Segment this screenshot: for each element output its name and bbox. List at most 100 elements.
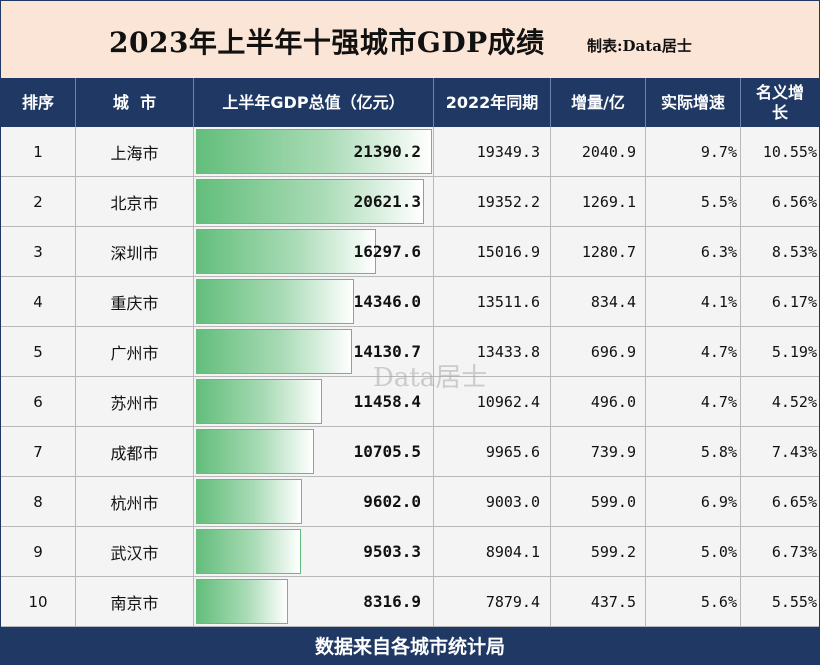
city-cell-text: 重庆市 — [110, 293, 159, 313]
increase-cell-text: 437.5 — [590, 592, 636, 611]
real-growth-cell: 9.7% — [646, 127, 741, 176]
gdp-cell-text: 16297.6 — [353, 242, 421, 261]
rank-cell: 4 — [1, 277, 76, 326]
prev-year-cell: 19349.3 — [434, 127, 551, 176]
nominal-growth-cell-text: 10.55% — [762, 142, 817, 161]
rank-cell: 1 — [1, 127, 76, 176]
gdp-data-bar — [196, 529, 301, 574]
table-row: 10 南京市 8316.9 7879.4 437.5 5.6% 5.55% — [1, 577, 819, 627]
prev-year-cell-text: 15016.9 — [476, 242, 540, 261]
gdp-cell: 14346.0 — [194, 277, 434, 326]
rank-cell: 2 — [1, 177, 76, 226]
gdp-cell: 11458.4 — [194, 377, 434, 426]
city-cell-text: 上海市 — [110, 143, 159, 163]
header-rank: 排序 — [1, 78, 76, 127]
header-real-growth: 实际增速 — [646, 78, 741, 127]
real-growth-cell-text: 9.7% — [700, 142, 737, 161]
rank-cell-text: 1 — [33, 142, 43, 161]
gdp-cell: 9602.0 — [194, 477, 434, 526]
city-cell: 上海市 — [76, 127, 194, 176]
increase-cell-text: 2040.9 — [581, 142, 636, 161]
nominal-growth-cell-text: 6.73% — [771, 542, 817, 561]
table-row: 3 深圳市 16297.6 15016.9 1280.7 6.3% 8.53% — [1, 227, 819, 277]
table-row: 6 苏州市 11458.4 10962.4 496.0 4.7% 4.52% — [1, 377, 819, 427]
nominal-growth-cell: 6.73% — [741, 527, 819, 576]
real-growth-cell-text: 4.7% — [700, 342, 737, 361]
real-growth-cell-text: 5.0% — [700, 542, 737, 561]
nominal-growth-cell: 4.52% — [741, 377, 819, 426]
nominal-growth-cell: 5.55% — [741, 577, 819, 626]
prev-year-cell-text: 9965.6 — [485, 442, 540, 461]
prev-year-cell: 10962.4 — [434, 377, 551, 426]
header-prev-year: 2022年同期 — [434, 78, 551, 127]
gdp-data-bar — [196, 129, 432, 174]
gdp-cell: 8316.9 — [194, 577, 434, 626]
rank-cell-text: 9 — [33, 542, 43, 561]
real-growth-cell-text: 6.3% — [700, 242, 737, 261]
gdp-cell-text: 11458.4 — [353, 392, 421, 411]
city-cell: 广州市 — [76, 327, 194, 376]
gdp-data-bar — [196, 579, 288, 624]
city-cell-text: 南京市 — [110, 593, 159, 613]
gdp-data-bar — [196, 279, 354, 324]
real-growth-cell: 5.0% — [646, 527, 741, 576]
nominal-growth-cell-text: 5.55% — [771, 592, 817, 611]
increase-cell: 1269.1 — [551, 177, 646, 226]
header-nominal-growth: 名义增长 — [755, 82, 804, 122]
page-title: 2023年上半年十强城市GDP成绩 — [109, 26, 545, 59]
source-footer: 数据来自各城市统计局 — [1, 627, 819, 664]
rank-cell-text: 10 — [28, 592, 48, 611]
rank-cell-text: 7 — [33, 442, 43, 461]
increase-cell: 834.4 — [551, 277, 646, 326]
gdp-cell-text: 10705.5 — [353, 442, 421, 461]
city-cell-text: 苏州市 — [110, 393, 159, 413]
real-growth-cell-text: 6.9% — [700, 492, 737, 511]
city-cell: 深圳市 — [76, 227, 194, 276]
prev-year-cell-text: 9003.0 — [485, 492, 540, 511]
real-growth-cell-text: 5.5% — [700, 192, 737, 211]
increase-cell: 1280.7 — [551, 227, 646, 276]
watermark: Data居士 — [373, 363, 488, 393]
prev-year-cell: 9965.6 — [434, 427, 551, 476]
table-row: 1 上海市 21390.2 19349.3 2040.9 9.7% 10.55% — [1, 127, 819, 177]
city-cell-text: 广州市 — [110, 343, 159, 363]
table-row: 5 广州市 14130.7 13433.8 696.9 4.7% 5.19% — [1, 327, 819, 377]
gdp-cell-text: 9602.0 — [363, 492, 421, 511]
gdp-cell: 20621.3 — [194, 177, 434, 226]
prev-year-cell-text: 7879.4 — [485, 592, 540, 611]
gdp-data-bar — [196, 479, 302, 524]
nominal-growth-cell: 5.19% — [741, 327, 819, 376]
nominal-growth-cell: 6.65% — [741, 477, 819, 526]
nominal-growth-cell: 6.56% — [741, 177, 819, 226]
gdp-cell-text: 21390.2 — [353, 142, 421, 161]
rank-cell-text: 3 — [33, 242, 43, 261]
table-row: 9 武汉市 9503.3 8904.1 599.2 5.0% 6.73% — [1, 527, 819, 577]
real-growth-cell: 4.1% — [646, 277, 741, 326]
nominal-growth-cell-text: 8.53% — [771, 242, 817, 261]
gdp-data-bar — [196, 329, 352, 374]
gdp-data-bar — [196, 179, 424, 224]
prev-year-cell: 7879.4 — [434, 577, 551, 626]
increase-cell-text: 496.0 — [590, 392, 636, 411]
increase-cell-text: 599.2 — [590, 542, 636, 561]
prev-year-cell: 15016.9 — [434, 227, 551, 276]
rank-cell: 9 — [1, 527, 76, 576]
increase-cell-text: 1280.7 — [581, 242, 636, 261]
increase-cell-text: 1269.1 — [581, 192, 636, 211]
table-header: 排序 城 市 上半年GDP总值（亿元） 2022年同期 增量/亿 实际增速 名义… — [1, 78, 819, 127]
real-growth-cell-text: 5.6% — [700, 592, 737, 611]
increase-cell-text: 696.9 — [590, 342, 636, 361]
table-row: 4 重庆市 14346.0 13511.6 834.4 4.1% 6.17% — [1, 277, 819, 327]
rank-cell: 5 — [1, 327, 76, 376]
prev-year-cell: 8904.1 — [434, 527, 551, 576]
table-row: 7 成都市 10705.5 9965.6 739.9 5.8% 7.43% — [1, 427, 819, 477]
city-cell: 武汉市 — [76, 527, 194, 576]
gdp-cell-text: 8316.9 — [363, 592, 421, 611]
city-cell: 重庆市 — [76, 277, 194, 326]
increase-cell: 739.9 — [551, 427, 646, 476]
prev-year-cell: 19352.2 — [434, 177, 551, 226]
rank-cell-text: 4 — [33, 292, 43, 311]
gdp-cell: 14130.7 — [194, 327, 434, 376]
gdp-data-bar — [196, 379, 322, 424]
